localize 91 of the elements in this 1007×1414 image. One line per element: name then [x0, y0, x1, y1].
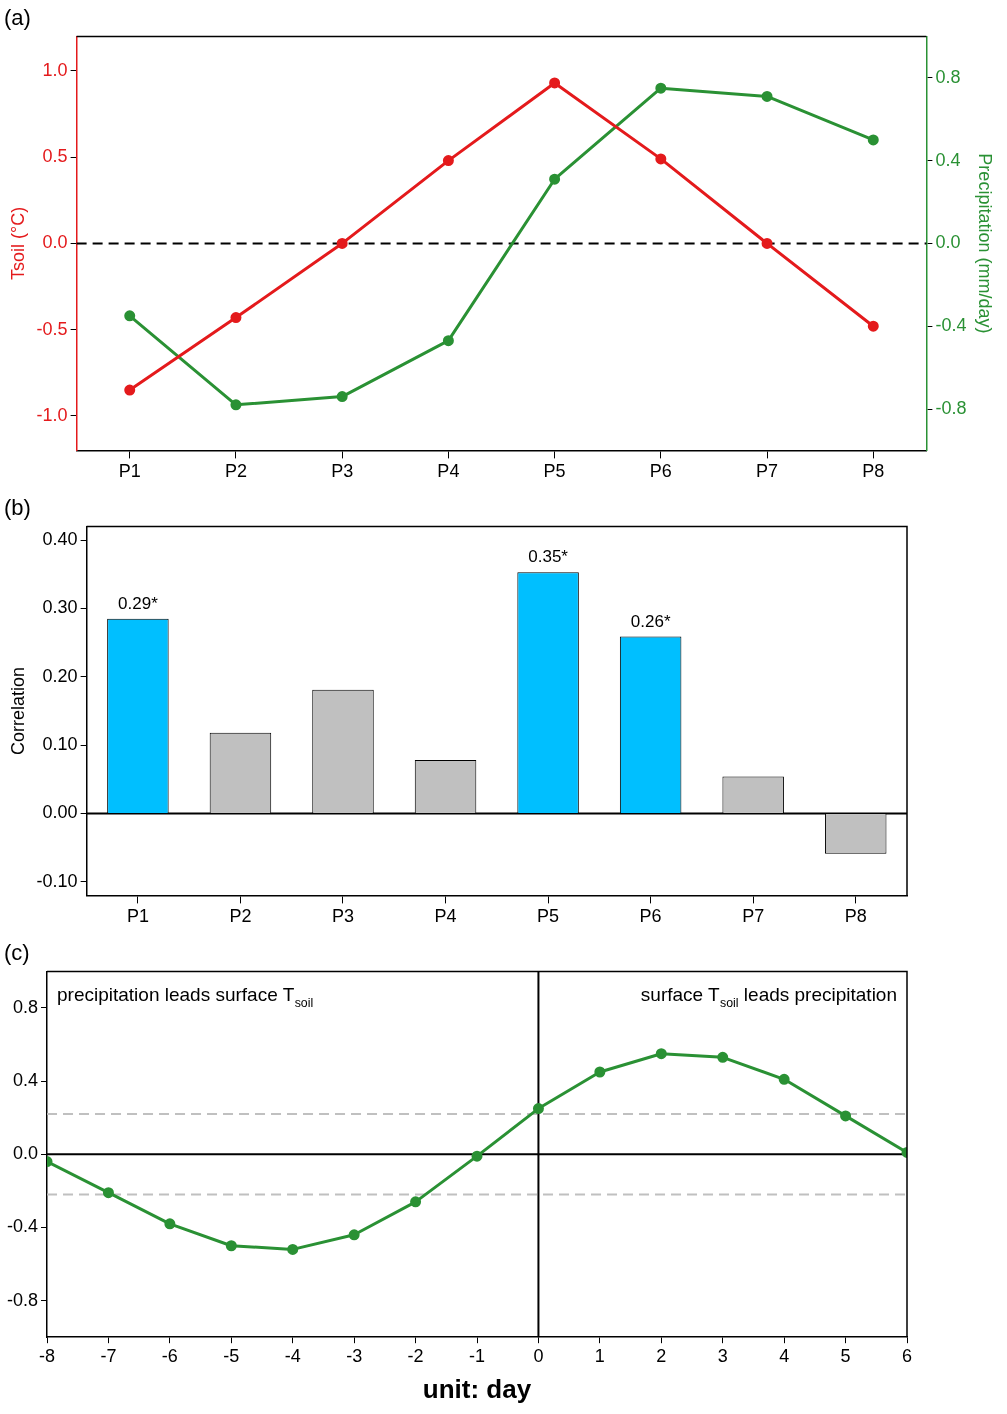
y-tick-label: 0.30	[42, 597, 78, 618]
x-tick-label: P3	[331, 906, 355, 927]
x-tick-label: P1	[118, 461, 141, 482]
y2-axis-title: Precipitation (mm/day)	[975, 153, 996, 334]
point	[761, 90, 773, 102]
point	[442, 335, 454, 347]
point	[471, 1150, 483, 1162]
point	[348, 1229, 360, 1241]
chart-title: (c)	[4, 940, 30, 966]
y2-tick-label: 0.4	[935, 149, 961, 170]
chart-title: (b)	[4, 495, 31, 521]
point	[594, 1066, 606, 1078]
x-tick-label: 6	[901, 1345, 913, 1366]
x-tick-label: P7	[742, 906, 765, 927]
point	[225, 1240, 237, 1252]
y-tick-label: 0.0	[12, 1143, 39, 1164]
point	[655, 153, 667, 165]
x-tick-label: P5	[543, 461, 566, 482]
y2-tick-label: 0.8	[935, 66, 961, 87]
point	[124, 310, 136, 322]
x-tick-label: P2	[224, 461, 247, 482]
point	[287, 1243, 299, 1255]
x-tick-label: 5	[840, 1345, 851, 1366]
point	[761, 237, 773, 249]
y-tick-label: -0.5	[36, 318, 68, 339]
x-axis-title: unit: day	[422, 1373, 532, 1404]
y-tick-label: 0.4	[12, 1070, 39, 1091]
y-tick-label: 0.10	[42, 734, 78, 755]
x-tick-label: P2	[229, 906, 252, 927]
point	[867, 320, 879, 332]
point	[549, 77, 561, 89]
x-tick-label: 1	[594, 1345, 605, 1366]
point	[778, 1073, 790, 1085]
y-tick-label: 0.5	[42, 146, 68, 167]
x-tick-label: P4	[434, 906, 457, 927]
y-tick-label: 0.20	[42, 665, 78, 686]
x-tick-label: P8	[862, 461, 885, 482]
x-tick-label: -8	[39, 1345, 56, 1366]
y-axis-title: Tsoil (°C)	[7, 206, 28, 280]
y-tick-label: 0.8	[12, 996, 39, 1017]
y-tick-label: -0.10	[36, 870, 78, 891]
x-tick-label: -4	[284, 1345, 301, 1366]
y2-tick-label: -0.4	[935, 315, 967, 336]
point	[102, 1187, 114, 1199]
x-tick-label: -2	[407, 1345, 424, 1366]
y-tick-label: -1.0	[36, 404, 68, 425]
data-label: 0.26*	[630, 611, 671, 631]
y-tick-label: 0.40	[42, 529, 78, 550]
y-tick-label: -0.4	[6, 1216, 39, 1237]
x-tick-label: 2	[656, 1345, 667, 1366]
x-tick-label: P5	[537, 906, 560, 927]
y2-tick-label: -0.8	[935, 397, 967, 418]
x-tick-label: 0	[533, 1345, 544, 1366]
x-tick-label: -5	[223, 1345, 240, 1366]
point	[655, 1048, 667, 1060]
point	[532, 1103, 544, 1115]
x-tick-label: P6	[639, 906, 662, 927]
point	[124, 384, 136, 396]
x-tick-label: 3	[717, 1345, 728, 1366]
x-tick-label: P6	[649, 461, 672, 482]
data-label: 0.29*	[118, 593, 159, 613]
point	[840, 1110, 852, 1122]
x-tick-label: P4	[437, 461, 460, 482]
point	[230, 312, 242, 324]
point	[442, 155, 454, 167]
data-label: 0.35*	[528, 547, 569, 567]
point	[867, 134, 879, 146]
x-tick-label: -7	[100, 1345, 117, 1366]
y-tick-label: 0.0	[42, 232, 68, 253]
point	[230, 399, 242, 411]
point	[549, 173, 561, 185]
chart-title: (a)	[4, 5, 31, 31]
x-tick-label: P3	[331, 461, 354, 482]
y-tick-label: 0.00	[42, 802, 78, 823]
point	[336, 391, 348, 403]
y-axis-title: Correlation	[7, 666, 28, 755]
y-tick-label: 1.0	[42, 59, 68, 80]
x-tick-label: -6	[161, 1345, 178, 1366]
point	[717, 1051, 729, 1063]
point	[164, 1218, 176, 1230]
x-tick-label: -3	[346, 1345, 363, 1366]
x-tick-label: P1	[126, 906, 149, 927]
x-tick-label: P7	[756, 461, 779, 482]
y2-tick-label: 0.0	[935, 232, 961, 253]
x-tick-label: 4	[779, 1345, 790, 1366]
point	[655, 82, 667, 94]
point	[410, 1196, 422, 1208]
x-tick-label: -1	[469, 1345, 486, 1366]
y-tick-label: -0.8	[6, 1289, 39, 1310]
x-tick-label: P8	[844, 906, 867, 927]
point	[336, 237, 348, 249]
